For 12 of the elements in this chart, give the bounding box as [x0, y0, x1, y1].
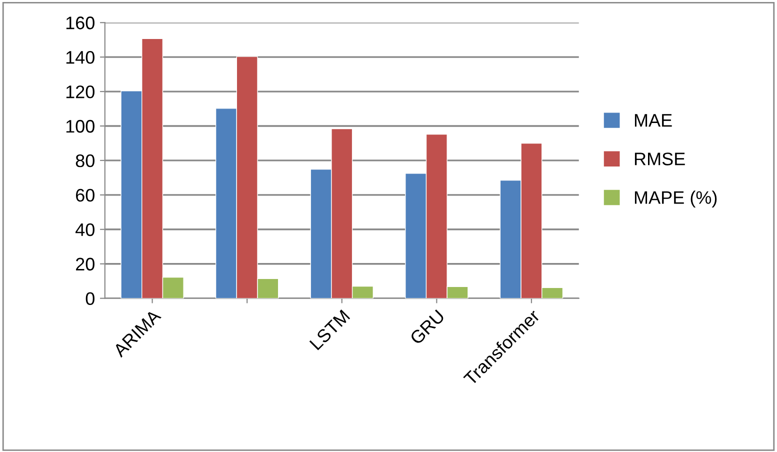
y-tick-label: 0 [86, 292, 94, 306]
y-tick-label: 20 [76, 258, 94, 271]
legend-label: RMSE [634, 152, 685, 166]
y-tick-label: 100 [66, 120, 94, 133]
y-tick-label: 120 [66, 85, 94, 98]
y-tick-label: 160 [66, 16, 94, 30]
y-tick-label: 60 [76, 188, 94, 202]
legend-label: MAPE (%) [634, 190, 717, 208]
y-tick-label: 140 [66, 51, 94, 64]
y-tick-label: 40 [76, 223, 94, 236]
y-tick-label: 80 [76, 154, 94, 168]
legend-label: MAE [634, 114, 672, 127]
